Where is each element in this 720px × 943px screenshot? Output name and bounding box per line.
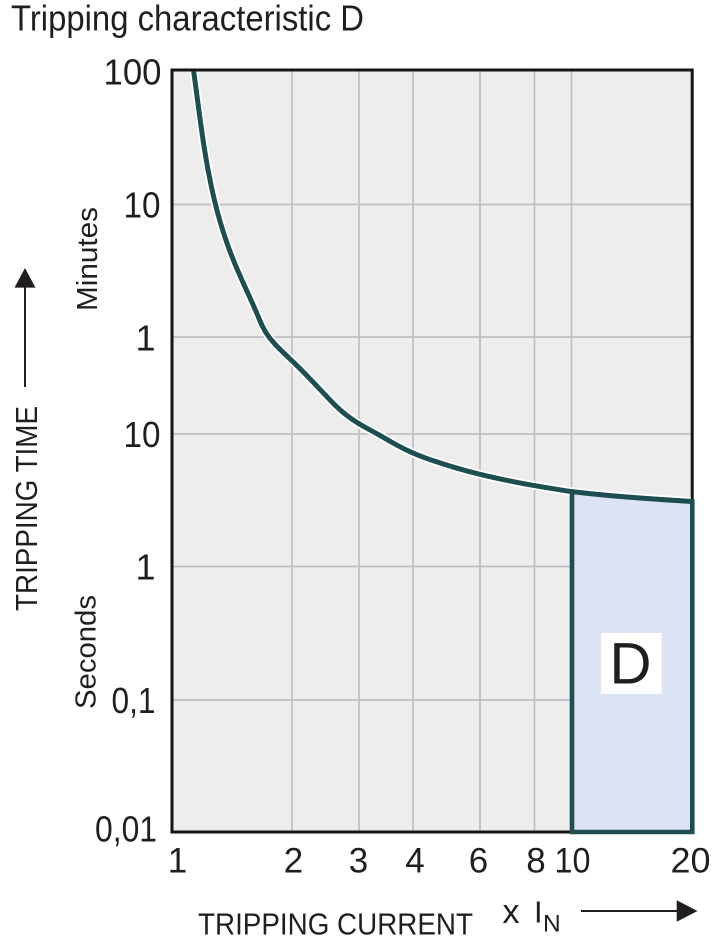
svg-text:I: I [534, 895, 543, 930]
svg-text:10: 10 [124, 414, 161, 455]
svg-text:1: 1 [168, 842, 187, 881]
svg-text:4: 4 [405, 842, 424, 881]
svg-text:Minutes: Minutes [72, 207, 104, 311]
svg-text:D: D [610, 632, 652, 697]
svg-text:1: 1 [135, 317, 155, 358]
svg-text:10: 10 [555, 842, 591, 881]
svg-text:Seconds: Seconds [71, 595, 103, 709]
svg-text:3: 3 [349, 842, 368, 881]
svg-text:2: 2 [284, 842, 303, 881]
svg-text:8: 8 [526, 842, 545, 881]
svg-text:TRIPPING CURRENT: TRIPPING CURRENT [198, 908, 473, 942]
svg-text:20: 20 [671, 842, 711, 881]
svg-text:Tripping characteristic D: Tripping characteristic D [11, 0, 364, 39]
svg-text:1: 1 [135, 547, 155, 588]
svg-text:x: x [503, 893, 520, 931]
svg-text:6: 6 [469, 842, 488, 881]
svg-text:TRIPPING TIME: TRIPPING TIME [9, 406, 44, 611]
svg-text:10: 10 [124, 184, 161, 225]
svg-text:0,1: 0,1 [112, 680, 156, 721]
svg-text:N: N [543, 911, 561, 938]
svg-text:100: 100 [104, 52, 162, 93]
svg-text:0,01: 0,01 [95, 809, 157, 850]
